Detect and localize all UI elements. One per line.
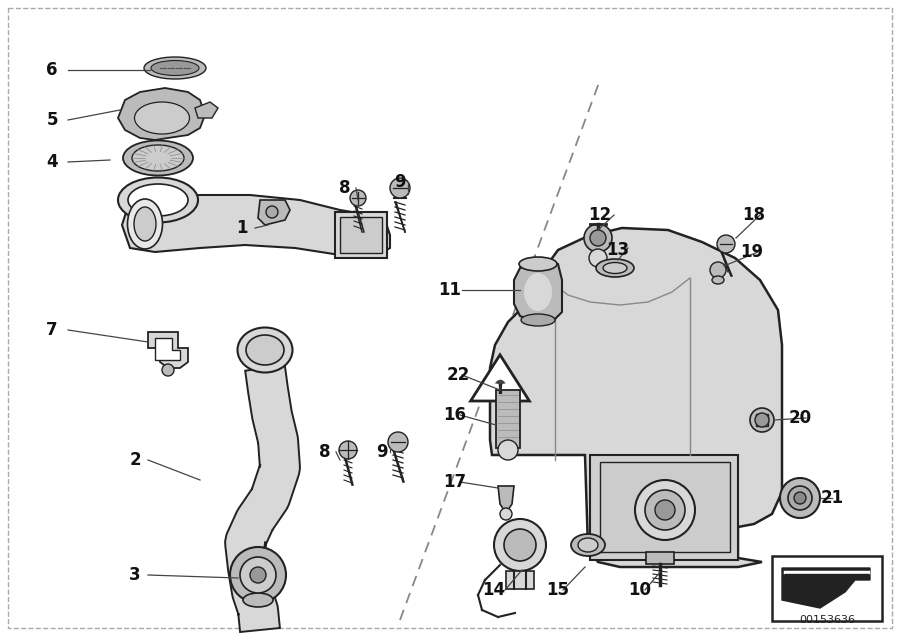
- Circle shape: [645, 490, 685, 530]
- Circle shape: [339, 441, 357, 459]
- Text: 14: 14: [482, 581, 506, 599]
- Ellipse shape: [521, 314, 555, 326]
- Polygon shape: [225, 365, 300, 632]
- Text: 9: 9: [376, 443, 388, 461]
- Text: !: !: [496, 378, 504, 398]
- Circle shape: [788, 486, 812, 510]
- Circle shape: [240, 557, 276, 593]
- Ellipse shape: [151, 60, 199, 76]
- Polygon shape: [122, 195, 390, 255]
- Circle shape: [162, 364, 174, 376]
- Ellipse shape: [128, 199, 163, 249]
- Text: 11: 11: [438, 281, 462, 299]
- Circle shape: [750, 408, 774, 432]
- Circle shape: [589, 249, 607, 267]
- Text: 12: 12: [589, 206, 612, 224]
- Circle shape: [388, 432, 408, 452]
- Circle shape: [655, 500, 675, 520]
- Polygon shape: [155, 338, 180, 360]
- Circle shape: [755, 413, 769, 427]
- Polygon shape: [258, 200, 290, 225]
- Text: 8: 8: [339, 179, 351, 197]
- Circle shape: [250, 567, 266, 583]
- Circle shape: [500, 508, 512, 520]
- Circle shape: [780, 478, 820, 518]
- Polygon shape: [195, 102, 218, 118]
- Circle shape: [710, 262, 726, 278]
- Ellipse shape: [118, 177, 198, 223]
- Text: 6: 6: [46, 61, 58, 79]
- Text: 21: 21: [821, 489, 843, 507]
- Ellipse shape: [596, 259, 634, 277]
- Text: 00153636: 00153636: [799, 615, 855, 625]
- Circle shape: [590, 230, 606, 246]
- Text: 10: 10: [628, 581, 652, 599]
- Bar: [340, 217, 382, 253]
- Text: 22: 22: [446, 366, 470, 384]
- Circle shape: [230, 547, 286, 603]
- Bar: [496, 390, 520, 448]
- Polygon shape: [514, 262, 562, 322]
- Circle shape: [794, 492, 806, 504]
- Circle shape: [498, 440, 518, 460]
- Ellipse shape: [571, 534, 605, 556]
- Polygon shape: [590, 455, 738, 560]
- Ellipse shape: [243, 593, 273, 607]
- Ellipse shape: [128, 184, 188, 216]
- Bar: [600, 462, 730, 552]
- Text: 3: 3: [130, 566, 140, 584]
- Bar: [772, 556, 882, 621]
- Ellipse shape: [519, 257, 557, 271]
- Text: 2: 2: [130, 451, 140, 469]
- Ellipse shape: [144, 57, 206, 79]
- Circle shape: [584, 224, 612, 252]
- Text: 5: 5: [46, 111, 58, 129]
- Text: 8: 8: [320, 443, 331, 461]
- Text: 20: 20: [788, 409, 812, 427]
- Circle shape: [494, 519, 546, 571]
- Circle shape: [717, 235, 735, 253]
- Ellipse shape: [134, 207, 156, 241]
- Polygon shape: [782, 568, 870, 608]
- Circle shape: [390, 178, 410, 198]
- Ellipse shape: [238, 328, 292, 373]
- Ellipse shape: [712, 276, 724, 284]
- Circle shape: [350, 190, 366, 206]
- Text: ☂: ☂: [494, 378, 506, 392]
- Polygon shape: [471, 355, 529, 401]
- Text: 17: 17: [444, 473, 466, 491]
- Text: 19: 19: [741, 243, 763, 261]
- Text: 15: 15: [546, 581, 570, 599]
- Text: 1: 1: [236, 219, 248, 237]
- Circle shape: [504, 529, 536, 561]
- Text: 4: 4: [46, 153, 58, 171]
- Circle shape: [266, 206, 278, 218]
- Text: 13: 13: [607, 241, 630, 259]
- Ellipse shape: [123, 141, 193, 176]
- Polygon shape: [490, 228, 782, 567]
- Ellipse shape: [578, 538, 598, 552]
- Circle shape: [635, 480, 695, 540]
- Bar: [506, 571, 534, 589]
- Text: 9: 9: [394, 173, 406, 191]
- Text: 18: 18: [742, 206, 766, 224]
- Ellipse shape: [134, 102, 190, 134]
- Ellipse shape: [603, 263, 627, 273]
- Polygon shape: [148, 332, 188, 368]
- Bar: [335, 212, 387, 258]
- Polygon shape: [118, 88, 205, 140]
- Bar: [756, 414, 768, 426]
- Ellipse shape: [132, 145, 184, 171]
- Ellipse shape: [524, 273, 552, 311]
- Bar: [646, 552, 674, 564]
- Polygon shape: [498, 486, 514, 510]
- Text: 7: 7: [46, 321, 58, 339]
- Text: 16: 16: [444, 406, 466, 424]
- Ellipse shape: [246, 335, 284, 365]
